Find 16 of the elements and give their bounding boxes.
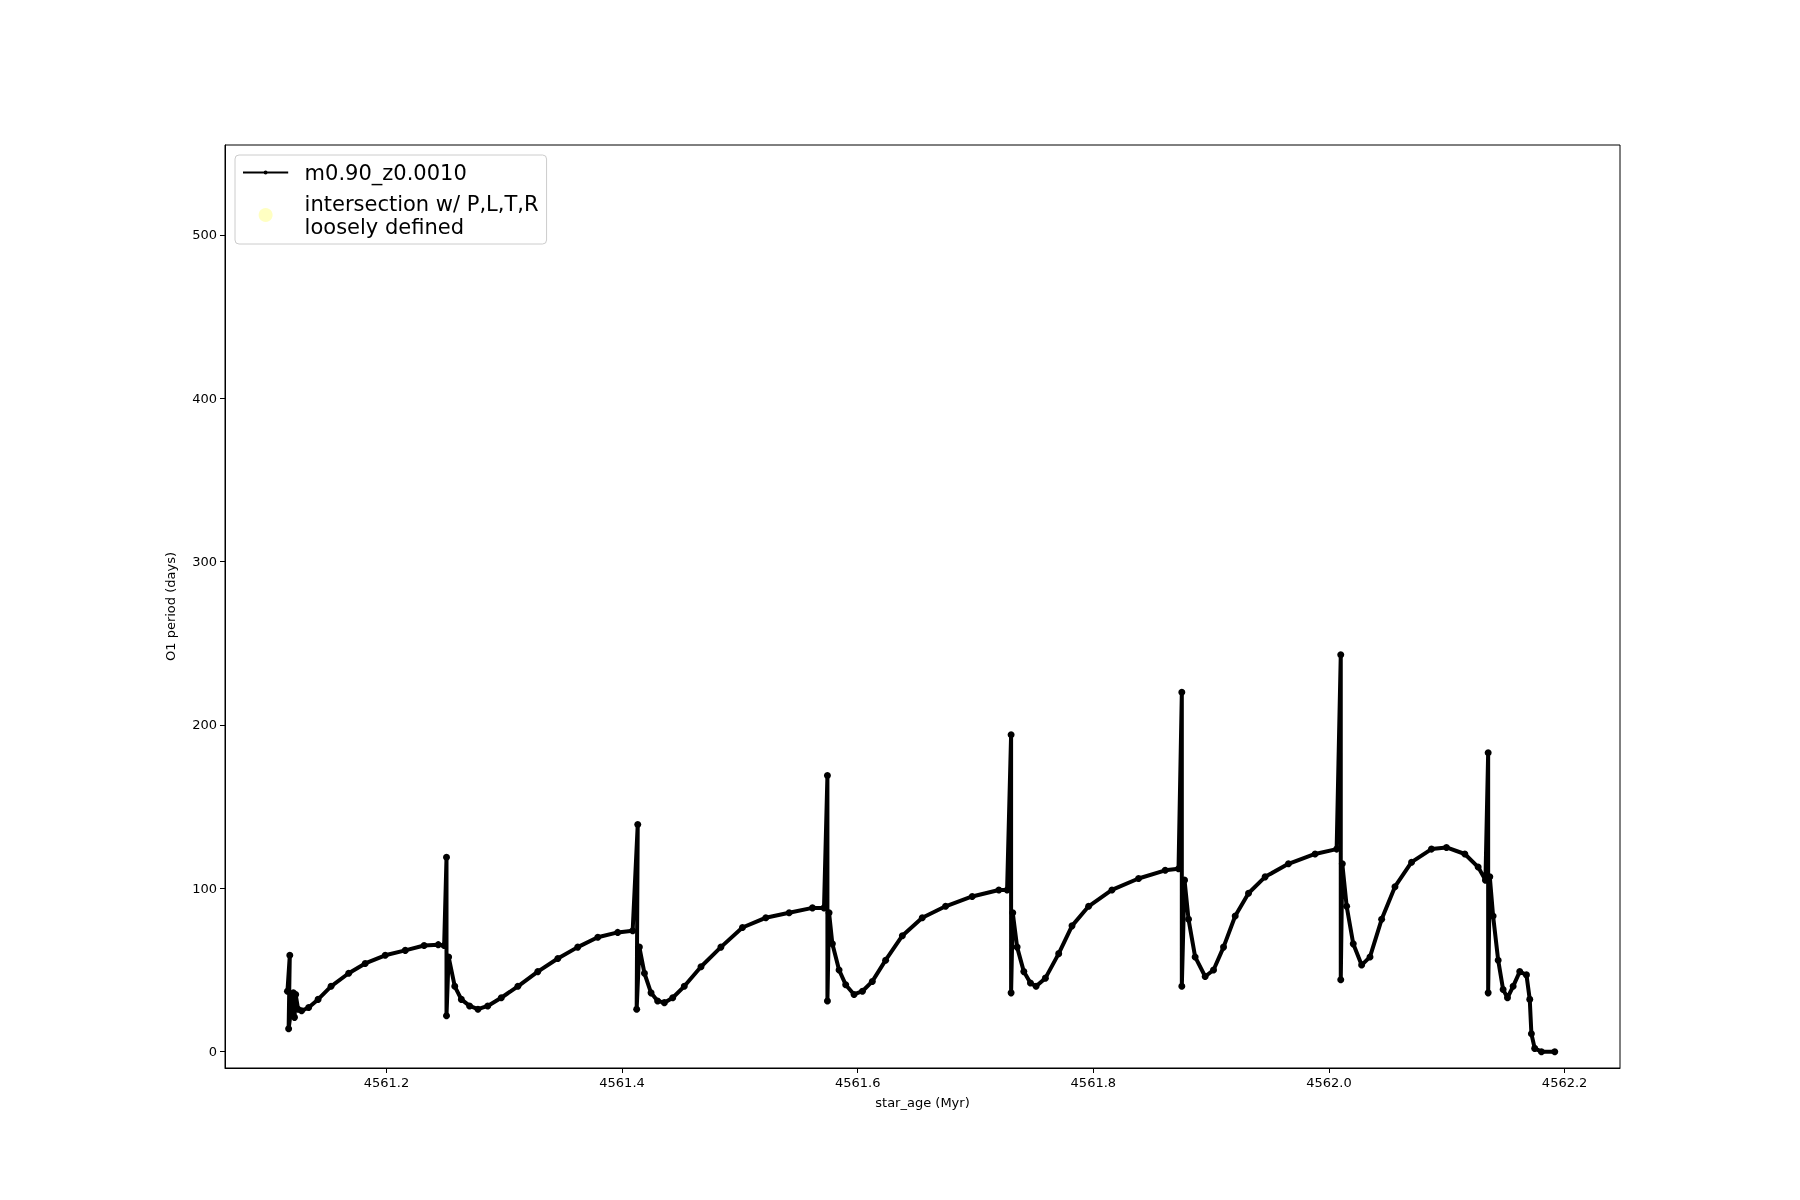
y-tick-label: 500 bbox=[192, 227, 217, 243]
x-tick-label: 4561.8 bbox=[1070, 1075, 1117, 1090]
x-axis-title: star_age (Myr) bbox=[875, 1095, 970, 1110]
x-tick-label: 4561.4 bbox=[599, 1075, 645, 1090]
y-tick-label: 100 bbox=[192, 880, 217, 896]
legend-label: m0.90_z0.0010 bbox=[304, 160, 467, 186]
y-axis-title: O1 period (days) bbox=[163, 551, 178, 662]
y-tick-label: 0 bbox=[208, 1044, 217, 1060]
x-tick-label: 4561.6 bbox=[834, 1075, 881, 1090]
y-tick-label: 400 bbox=[192, 390, 217, 406]
y-tick-label: 300 bbox=[192, 554, 217, 570]
y-tick-label: 200 bbox=[192, 717, 217, 733]
x-tick-label: 4562.0 bbox=[1306, 1075, 1352, 1090]
x-tick-label: 4562.2 bbox=[1541, 1075, 1588, 1090]
legend-label: intersection w/ P,L,T,R loosely defined bbox=[304, 191, 539, 239]
x-tick-label: 4561.2 bbox=[363, 1075, 410, 1090]
